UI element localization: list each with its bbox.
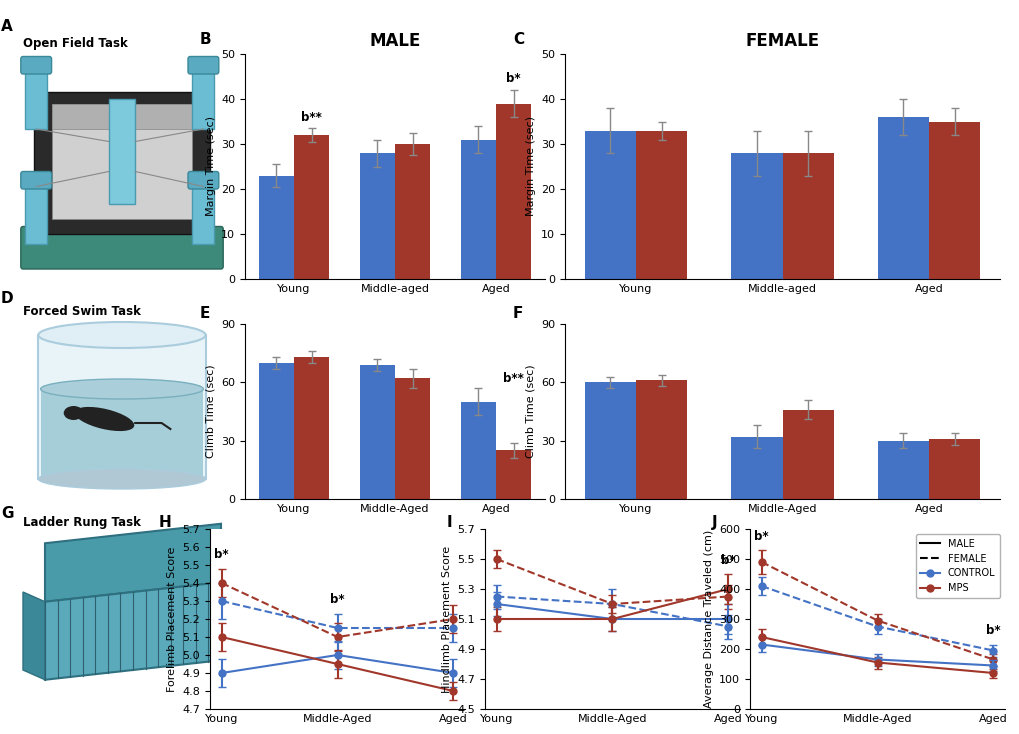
FancyBboxPatch shape — [187, 57, 219, 74]
Polygon shape — [45, 582, 221, 680]
Bar — [636, 131, 687, 279]
Y-axis label: Forelimb Placement Score: Forelimb Placement Score — [167, 546, 176, 691]
Text: H: H — [159, 515, 171, 530]
Text: b*: b* — [505, 73, 521, 85]
Text: b*: b* — [214, 548, 228, 562]
Text: b**: b** — [301, 111, 322, 124]
Text: Open Field Task: Open Field Task — [23, 37, 127, 49]
Bar — [394, 144, 430, 279]
Polygon shape — [193, 67, 214, 129]
Polygon shape — [52, 104, 193, 219]
Polygon shape — [23, 592, 45, 680]
Text: I: I — [446, 515, 452, 530]
Bar — [495, 451, 531, 499]
Text: G: G — [1, 506, 13, 521]
Title: FEMALE: FEMALE — [745, 32, 818, 50]
Text: C: C — [513, 32, 524, 46]
Polygon shape — [39, 335, 206, 479]
Y-axis label: Hindlimb Placement Score: Hindlimb Placement Score — [441, 545, 451, 693]
Text: D: D — [1, 291, 13, 306]
Bar — [360, 365, 394, 499]
Ellipse shape — [74, 407, 135, 431]
Bar — [584, 382, 636, 499]
Bar — [876, 440, 928, 499]
Y-axis label: Climb Time (sec): Climb Time (sec) — [206, 365, 215, 458]
Text: J: J — [711, 515, 716, 530]
Polygon shape — [45, 524, 221, 602]
Text: B: B — [200, 32, 211, 46]
Bar — [461, 139, 495, 279]
Polygon shape — [25, 181, 47, 244]
Polygon shape — [25, 67, 47, 129]
Bar — [876, 117, 928, 279]
Bar — [782, 410, 833, 499]
Polygon shape — [193, 181, 214, 244]
Bar — [293, 135, 329, 279]
Text: E: E — [200, 307, 210, 321]
FancyBboxPatch shape — [20, 57, 52, 74]
Y-axis label: Margin Time (sec): Margin Time (sec) — [525, 117, 535, 217]
Bar — [636, 380, 687, 499]
Bar — [928, 439, 979, 499]
Text: b**: b** — [502, 371, 524, 385]
Text: b*: b* — [753, 530, 768, 543]
Text: b*: b* — [720, 553, 735, 567]
Text: Forced Swim Task: Forced Swim Task — [23, 305, 141, 318]
Polygon shape — [34, 92, 210, 234]
Legend: MALE, FEMALE, CONTROL, MPS: MALE, FEMALE, CONTROL, MPS — [915, 534, 1000, 598]
Text: Ladder Rung Task: Ladder Rung Task — [23, 516, 141, 529]
Bar — [928, 122, 979, 279]
Ellipse shape — [63, 406, 84, 420]
Polygon shape — [41, 389, 203, 479]
Bar — [293, 357, 329, 499]
Bar — [360, 153, 394, 279]
Polygon shape — [52, 104, 193, 129]
Ellipse shape — [41, 379, 203, 399]
Text: A: A — [1, 19, 12, 34]
Bar — [731, 437, 782, 499]
Bar — [782, 153, 833, 279]
Ellipse shape — [39, 322, 206, 348]
Text: b*: b* — [985, 625, 1000, 637]
Bar — [394, 379, 430, 499]
FancyBboxPatch shape — [187, 172, 219, 189]
Bar — [495, 103, 531, 279]
Polygon shape — [109, 99, 136, 204]
Bar — [259, 363, 293, 499]
Ellipse shape — [39, 469, 206, 489]
Title: MALE: MALE — [369, 32, 420, 50]
Bar — [731, 153, 782, 279]
Bar — [584, 131, 636, 279]
Text: b*: b* — [330, 593, 344, 606]
Text: F: F — [513, 307, 523, 321]
Bar — [461, 401, 495, 499]
Bar — [259, 175, 293, 279]
FancyBboxPatch shape — [20, 227, 223, 269]
FancyBboxPatch shape — [20, 172, 52, 189]
Y-axis label: Climb Time (sec): Climb Time (sec) — [525, 365, 535, 458]
Y-axis label: Margin Time (sec): Margin Time (sec) — [206, 117, 215, 217]
Y-axis label: Average Distance Traveled (cm): Average Distance Traveled (cm) — [703, 530, 713, 708]
